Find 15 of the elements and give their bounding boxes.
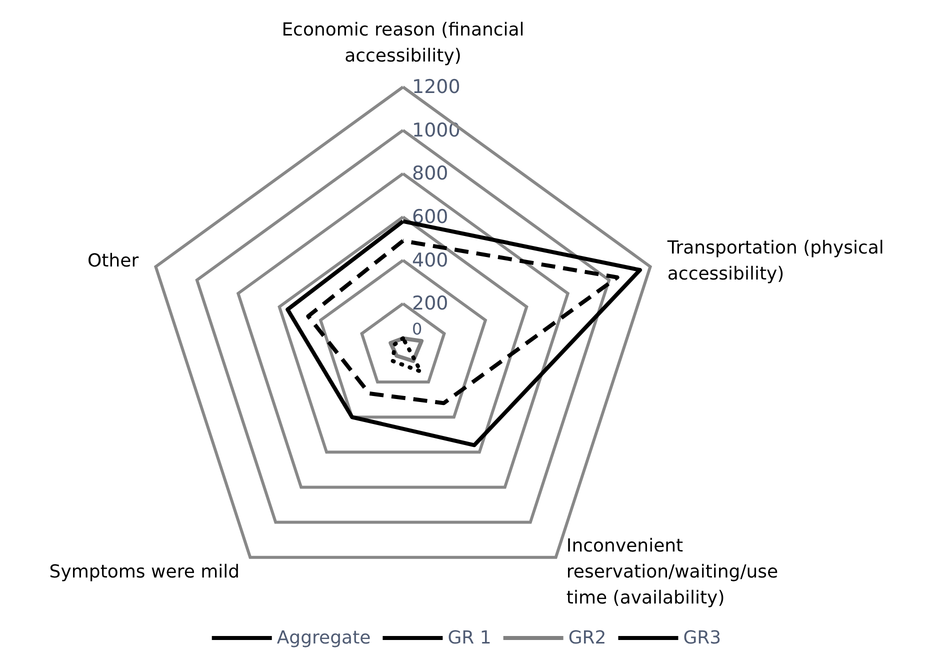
legend-label: GR 1 [448, 628, 492, 648]
y-tick-label: 200 [412, 292, 448, 315]
legend-label: GR3 [683, 628, 722, 648]
y-tick-label: 0 [412, 320, 422, 338]
y-tick-label: 400 [412, 249, 448, 272]
legend-label: GR2 [568, 628, 606, 648]
spoke-label: Transportation (physical accessibility) [666, 238, 884, 285]
spoke-label: Inconvenient reservation/waiting/use time (availability) [566, 535, 778, 608]
spoke-label: Other [87, 250, 140, 272]
y-tick-label: 600 [412, 206, 448, 228]
legend-label: Aggregate [276, 628, 371, 648]
y-tick-label: 1200 [412, 76, 460, 98]
spoke-label: Symptoms were mild [49, 561, 240, 582]
y-tick-label: 800 [412, 162, 448, 185]
spoke-label: Economic reason (financial accessibility) [282, 20, 524, 66]
